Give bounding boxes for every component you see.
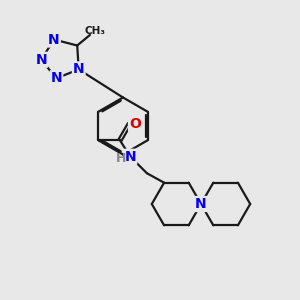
Text: N: N [35,53,47,67]
Text: H: H [116,152,126,165]
Text: N: N [73,62,85,76]
Text: CH₃: CH₃ [85,26,106,36]
Text: O: O [129,117,141,131]
Text: N: N [48,32,60,46]
Text: N: N [195,197,207,211]
Text: N: N [51,71,62,85]
Text: N: N [124,150,136,164]
